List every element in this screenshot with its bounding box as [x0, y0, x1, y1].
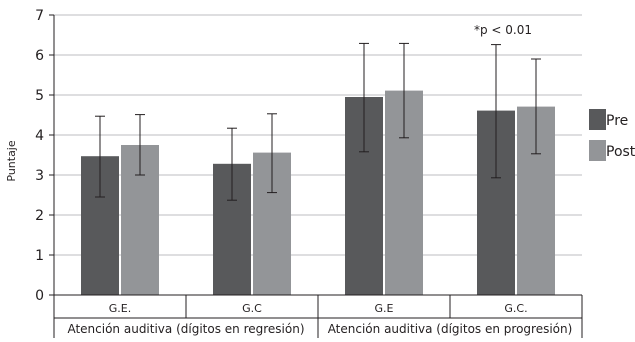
category-label-1: G.C: [242, 302, 262, 315]
y-tick-label-0: 0: [35, 288, 44, 304]
legend-swatch-post: [589, 140, 606, 161]
y-tick-label-7: 7: [35, 8, 44, 24]
legend-swatch-pre: [589, 109, 606, 130]
y-tick-label-3: 3: [35, 168, 44, 184]
legend-label-pre: Pre: [606, 113, 628, 129]
group-label-1: Atención auditiva (dígitos en progresión…: [328, 322, 573, 336]
y-axis-label: Puntaje: [5, 140, 18, 181]
category-label-0: G.E.: [109, 302, 131, 315]
group-label-0: Atención auditiva (dígitos en regresión): [67, 322, 304, 336]
annotation-0: *p < 0.01: [474, 23, 532, 37]
y-tick-label-4: 4: [35, 128, 44, 144]
legend-label-post: Post: [606, 144, 635, 160]
y-tick-label-5: 5: [35, 88, 44, 104]
y-tick-label-2: 2: [35, 208, 44, 224]
category-label-3: G.C.: [504, 302, 527, 315]
category-label-2: G.E: [375, 302, 394, 315]
y-tick-label-1: 1: [35, 248, 44, 264]
y-tick-label-6: 6: [35, 48, 44, 64]
